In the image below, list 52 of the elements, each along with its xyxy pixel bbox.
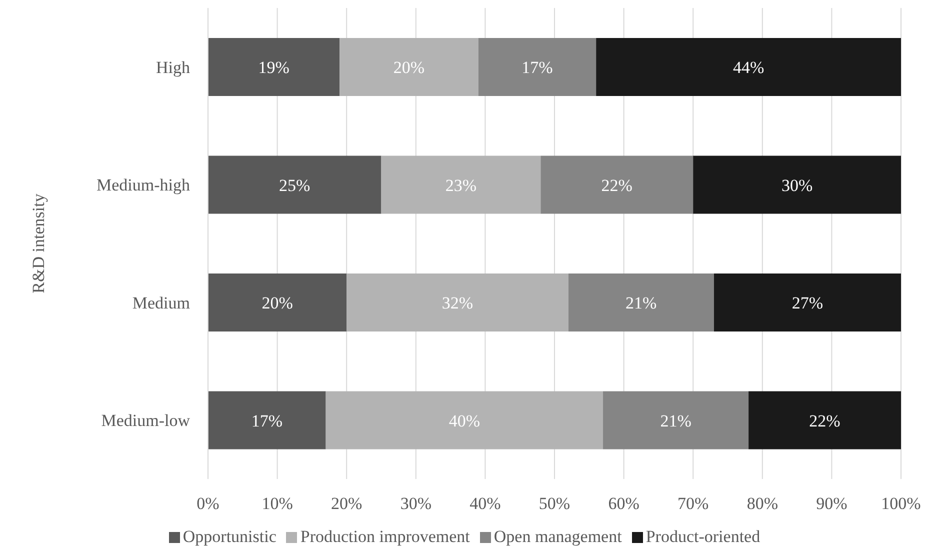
bar [208, 274, 347, 332]
bar [596, 38, 901, 96]
x-tick-label: 80% [746, 494, 778, 514]
bar [540, 156, 694, 214]
bar [340, 38, 478, 96]
bar [208, 391, 326, 450]
legend-label: Product-oriented [646, 527, 760, 547]
y-tick-label: Medium [132, 293, 190, 312]
x-tick-label: 90% [816, 494, 848, 514]
data-label: 32% [442, 294, 474, 313]
data-label: 20% [262, 294, 293, 313]
x-tick-label: 100% [881, 494, 921, 514]
data-label: 40% [448, 411, 480, 430]
bar [478, 38, 596, 96]
data-label: 23% [445, 176, 477, 195]
data-label: 22% [601, 176, 632, 195]
x-tick-label: 10% [262, 494, 293, 514]
bar [748, 391, 901, 450]
data-label: 21% [626, 294, 657, 313]
legend-label: Production improvement [300, 527, 470, 547]
data-label: 20% [393, 58, 425, 78]
x-tick-label: 70% [678, 494, 709, 514]
y-tick-label: High [156, 58, 190, 77]
x-tick-label: 40% [470, 494, 501, 514]
data-label: 44% [732, 58, 764, 78]
legend-label: Open management [494, 527, 622, 547]
x-tick-label: 50% [538, 494, 570, 514]
data-label: 27% [792, 294, 824, 313]
bar [208, 156, 382, 214]
bar [568, 274, 714, 332]
y-tick-label: Medium-high [96, 176, 190, 195]
data-label: 22% [809, 411, 840, 430]
y-tick-label: Medium-low [101, 411, 191, 430]
bar [208, 38, 340, 96]
bar [346, 274, 568, 332]
data-label: 19% [258, 58, 290, 78]
data-label: 30% [781, 176, 813, 195]
x-tick-label: 60% [608, 494, 640, 514]
bar [714, 274, 901, 332]
data-label: 25% [279, 176, 310, 195]
bar [603, 391, 749, 450]
bar [693, 156, 901, 214]
legend-label: Opportunistic [182, 527, 276, 547]
x-tick-label: 30% [400, 494, 432, 514]
x-tick-label: 20% [331, 494, 362, 514]
data-label: 17% [522, 58, 553, 78]
bar [326, 391, 604, 450]
bar [381, 156, 541, 214]
x-tick-label: 0% [196, 494, 220, 514]
data-label: 17% [251, 411, 282, 430]
data-label: 21% [660, 411, 692, 430]
y-axis-title: R&D intensity [29, 193, 48, 294]
